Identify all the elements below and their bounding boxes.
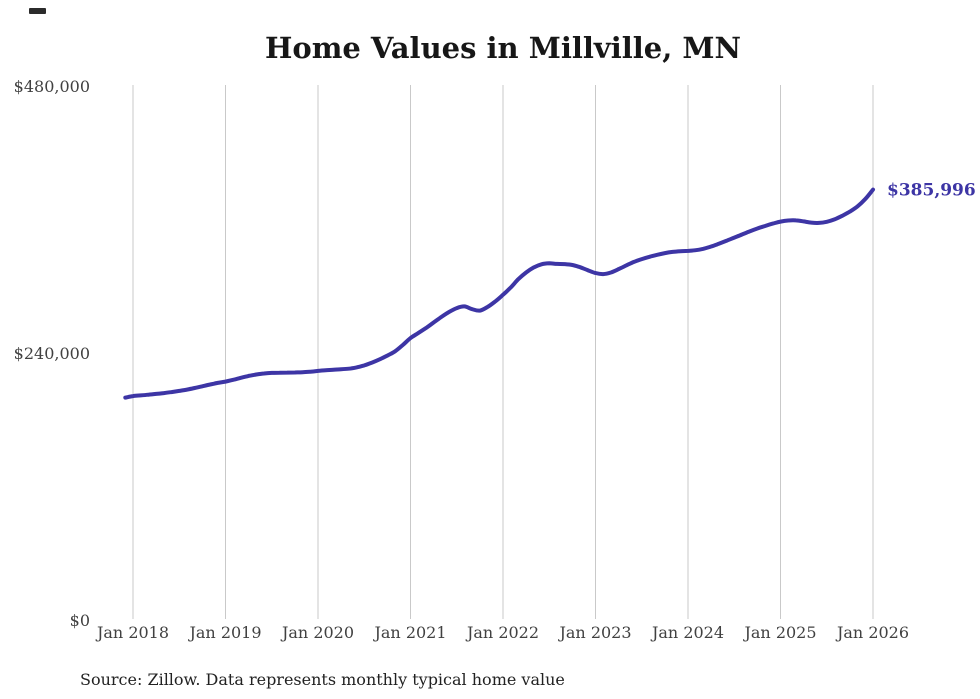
- x-tick-label: Jan 2019: [187, 623, 261, 642]
- y-tick-label: $240,000: [14, 344, 90, 363]
- x-tick-label: Jan 2020: [280, 623, 354, 642]
- latest-value-label: $385,996: [887, 181, 976, 201]
- x-axis-tick-labels: Jan 2018 Jan 2019 Jan 2020 Jan 2021 Jan 2022…: [95, 623, 909, 642]
- y-axis-tick-labels: $0 $240,000 $480,000: [14, 77, 90, 630]
- x-tick-label: Jan 2022: [465, 623, 539, 642]
- screenshot-edge-artifact: [29, 8, 46, 14]
- x-tick-label: Jan 2025: [742, 623, 816, 642]
- y-tick-label: $0: [70, 611, 90, 630]
- chart-title: Home Values in Millville, MN: [265, 31, 741, 65]
- x-tick-label: Jan 2021: [372, 623, 446, 642]
- source-note: Source: Zillow. Data represents monthly …: [80, 670, 565, 689]
- x-tick-label: Jan 2023: [557, 623, 631, 642]
- home-value-line: [123, 187, 875, 400]
- x-tick-label: Jan 2026: [835, 623, 909, 642]
- x-tick-label: Jan 2024: [650, 623, 724, 642]
- y-tick-label: $480,000: [14, 77, 90, 96]
- x-gridlines: [132, 85, 874, 619]
- x-tick-label: Jan 2018: [95, 623, 169, 642]
